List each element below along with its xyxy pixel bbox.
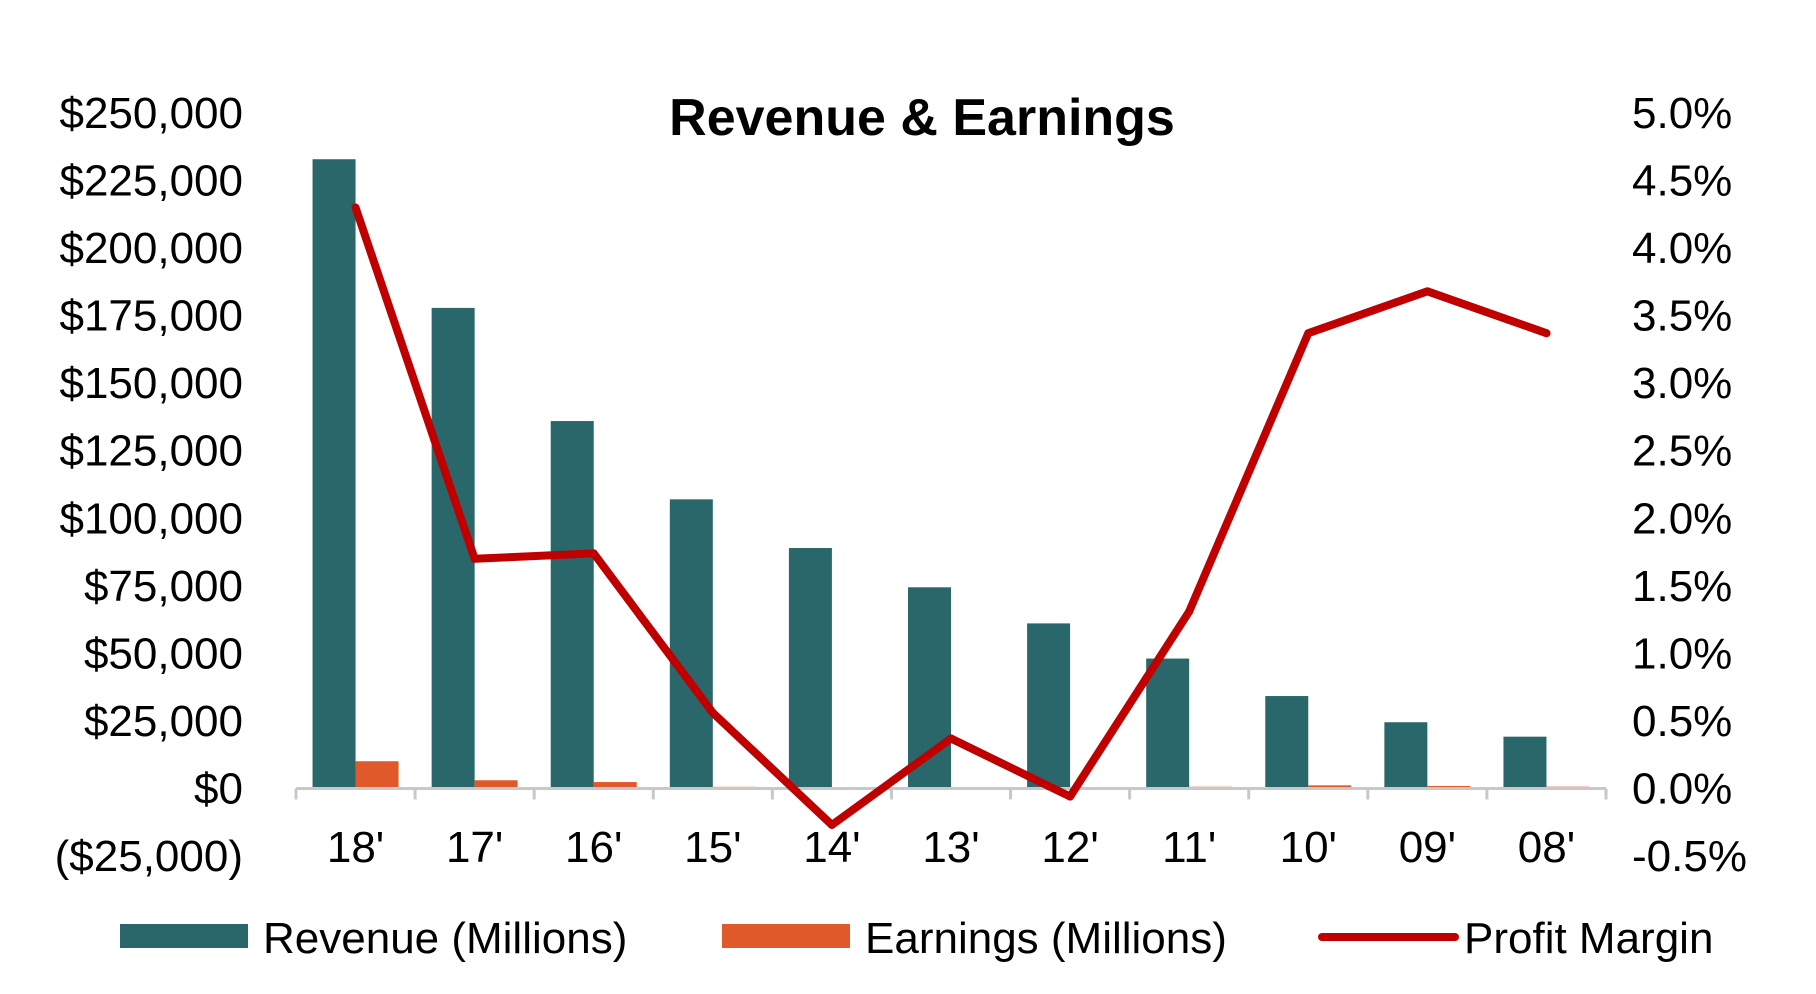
revenue-bar	[312, 159, 356, 789]
right-axis-tick-label: 1.0%	[1632, 629, 1732, 678]
earnings-bar	[1308, 785, 1352, 789]
left-axis-tick-label: $250,000	[59, 89, 243, 138]
left-axis-tick-label: $175,000	[59, 292, 243, 341]
legend-label-earnings: Earnings (Millions)	[865, 914, 1227, 963]
category-label: 14'	[803, 823, 860, 872]
profit-margin-point	[708, 708, 717, 717]
x-axis	[294, 786, 1608, 800]
right-axis-tick-label: 3.0%	[1632, 359, 1732, 408]
earnings-bar	[474, 780, 518, 789]
revenue-bar	[1027, 623, 1071, 789]
profit-margin-point	[947, 734, 955, 743]
revenue-bar	[669, 499, 713, 789]
revenue-bar	[788, 548, 832, 789]
right-axis-tick-label: 4.0%	[1632, 224, 1732, 273]
profit-margin-point	[589, 549, 598, 558]
category-label: 13'	[922, 823, 979, 872]
profit-margin-point	[1066, 792, 1075, 801]
category-label: 15'	[684, 823, 741, 872]
legend-swatch-earnings	[722, 924, 850, 948]
profit-margin-point	[1423, 287, 1432, 296]
category-label: 12'	[1041, 823, 1098, 872]
left-axis-tick-label: $50,000	[84, 629, 243, 678]
right-axis: 5.0% 4.5% 4.0% 3.5% 3.0% 2.5% 2.0% 1.5% 1.0% 0.5%…	[1632, 89, 1747, 881]
left-axis-tick-label: $75,000	[84, 562, 243, 611]
legend-label-revenue: Revenue (Millions)	[263, 914, 627, 963]
category-label: 11'	[1162, 823, 1216, 872]
bar-series	[312, 159, 1590, 790]
left-axis-tick-label: $225,000	[59, 157, 243, 206]
revenue-bar	[1503, 736, 1547, 789]
category-label: 09'	[1399, 823, 1456, 872]
left-axis-tick-label: $125,000	[59, 427, 243, 476]
earnings-bar	[593, 782, 637, 789]
category-label: 08'	[1518, 823, 1575, 872]
right-axis-tick-label: 4.5%	[1632, 157, 1732, 206]
revenue-bar	[1384, 722, 1428, 789]
legend-swatch-revenue	[120, 924, 248, 948]
left-axis: $250,000 $225,000 $200,000 $175,000 $150,000…	[55, 89, 243, 881]
chart-title: Revenue & Earnings	[669, 89, 1175, 147]
right-axis-tick-label: -0.5%	[1632, 832, 1747, 881]
category-label: 18'	[327, 823, 384, 872]
left-axis-tick-label: $200,000	[59, 224, 243, 273]
legend-label-profit-margin: Profit Margin	[1464, 914, 1713, 963]
right-axis-tick-label: 0.5%	[1632, 697, 1732, 746]
right-axis-tick-label: 3.5%	[1632, 292, 1732, 341]
profit-margin-point	[351, 203, 360, 212]
profit-margin-point	[1185, 607, 1194, 616]
earnings-bar	[355, 761, 399, 789]
profit-margin-point	[1542, 329, 1551, 338]
category-label: 16'	[565, 823, 622, 872]
revenue-bar	[550, 421, 594, 789]
left-axis-tick-label: ($25,000)	[55, 832, 243, 881]
right-axis-tick-label: 5.0%	[1632, 89, 1732, 138]
right-axis-tick-label: 2.5%	[1632, 427, 1732, 476]
left-axis-tick-label: $150,000	[59, 359, 243, 408]
revenue-bar	[1146, 658, 1190, 789]
profit-margin-point	[1304, 329, 1313, 338]
left-axis-tick-label: $25,000	[84, 697, 243, 746]
left-axis-tick-label: $100,000	[59, 494, 243, 543]
right-axis-tick-label: 0.0%	[1632, 764, 1732, 813]
right-axis-tick-label: 1.5%	[1632, 562, 1732, 611]
legend: Revenue (Millions) Earnings (Millions) Pro…	[120, 914, 1713, 963]
category-label: 17'	[446, 823, 503, 872]
profit-margin-point	[470, 554, 479, 563]
profit-margin-line-series	[351, 203, 1551, 829]
left-axis-tick-label: $0	[194, 764, 243, 813]
category-label: 10'	[1280, 823, 1337, 872]
category-labels: 18' 17' 16' 15' 14' 13' 12' 11' 10' 09' 08'	[327, 823, 1575, 872]
revenue-bar	[1265, 696, 1309, 789]
right-axis-tick-label: 2.0%	[1632, 494, 1732, 543]
profit-margin-point	[827, 820, 836, 829]
